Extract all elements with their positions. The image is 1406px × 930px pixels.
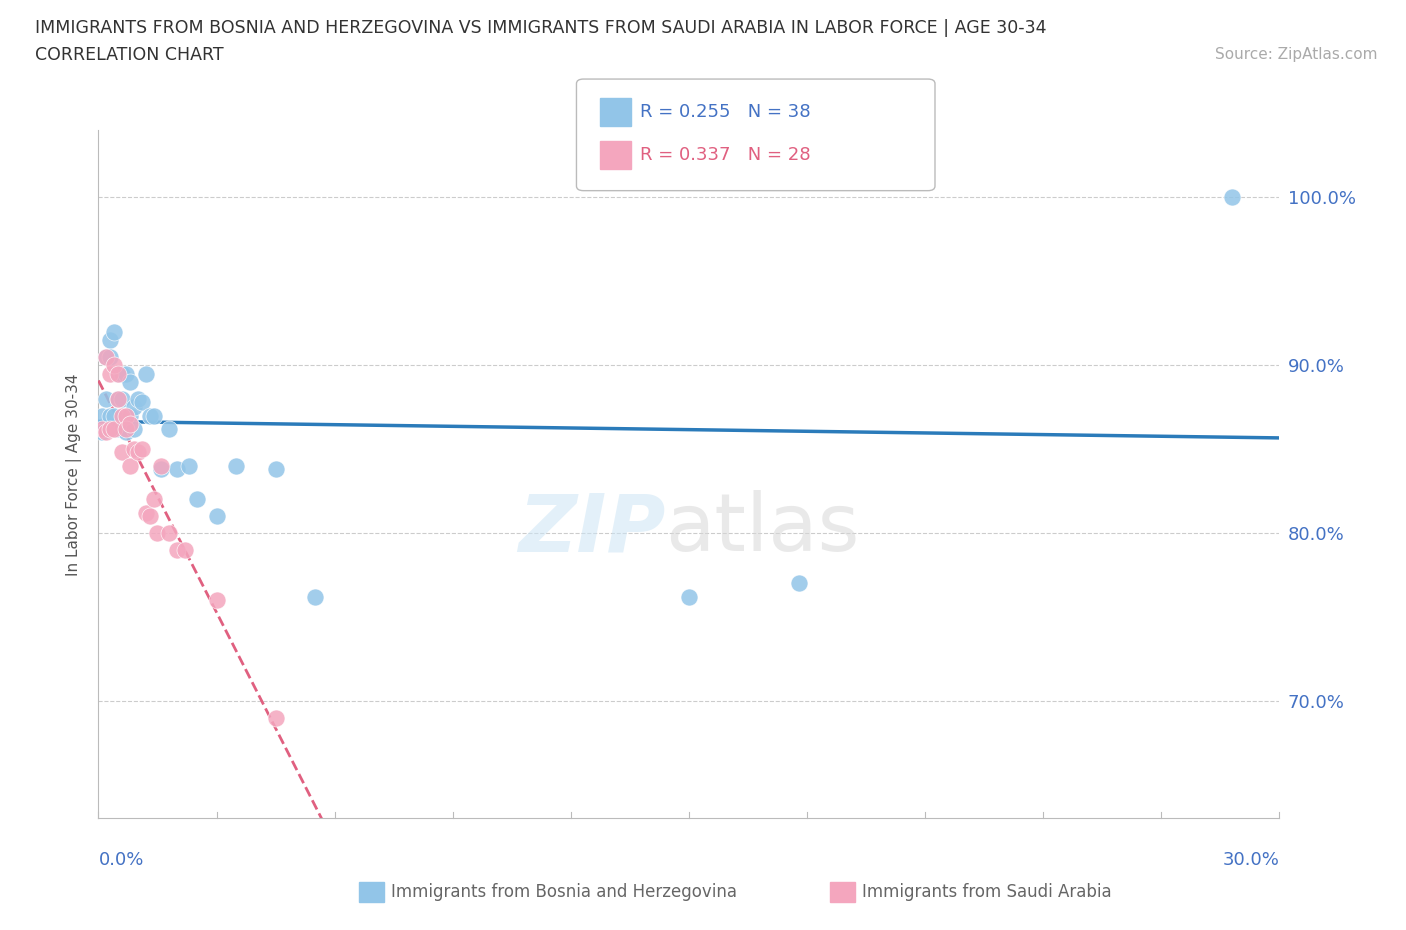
Point — [111, 392, 134, 406]
Point — [135, 506, 157, 521]
Point — [177, 458, 200, 473]
Point — [131, 442, 153, 457]
Point — [98, 366, 121, 381]
Point — [115, 421, 138, 436]
Point — [111, 421, 134, 436]
Point — [122, 421, 145, 436]
Point — [138, 509, 160, 524]
Point — [91, 421, 114, 436]
Text: R = 0.337   N = 28: R = 0.337 N = 28 — [640, 146, 810, 165]
Point — [111, 408, 134, 423]
Point — [304, 590, 326, 604]
Point — [138, 408, 160, 423]
Point — [127, 392, 149, 406]
Point — [150, 458, 173, 473]
Text: Immigrants from Saudi Arabia: Immigrants from Saudi Arabia — [862, 883, 1112, 901]
Point — [146, 525, 169, 540]
Point — [103, 358, 125, 373]
Point — [103, 421, 125, 436]
Point — [118, 458, 141, 473]
Point — [157, 525, 180, 540]
Point — [131, 394, 153, 409]
Point — [96, 350, 118, 365]
Text: 0.0%: 0.0% — [98, 851, 143, 869]
Point — [787, 576, 810, 591]
Point — [91, 408, 114, 423]
Text: R = 0.255   N = 38: R = 0.255 N = 38 — [640, 102, 810, 121]
Text: Source: ZipAtlas.com: Source: ZipAtlas.com — [1215, 46, 1378, 61]
Point — [186, 492, 208, 507]
Text: Immigrants from Bosnia and Herzegovina: Immigrants from Bosnia and Herzegovina — [391, 883, 737, 901]
Point — [678, 590, 700, 604]
Point — [127, 445, 149, 460]
Point — [157, 421, 180, 436]
Y-axis label: In Labor Force | Age 30-34: In Labor Force | Age 30-34 — [66, 373, 83, 576]
Point — [135, 366, 157, 381]
Point — [115, 408, 138, 423]
Point — [118, 375, 141, 390]
Point — [96, 425, 118, 440]
Point — [98, 421, 121, 436]
Point — [91, 425, 114, 440]
Point — [115, 425, 138, 440]
Point — [166, 542, 188, 557]
Point — [1220, 190, 1243, 205]
Point — [150, 462, 173, 477]
Point — [166, 462, 188, 477]
Point — [205, 592, 228, 607]
Point — [118, 408, 141, 423]
Point — [122, 442, 145, 457]
Text: 30.0%: 30.0% — [1223, 851, 1279, 869]
Point — [96, 392, 118, 406]
Point — [107, 366, 129, 381]
Text: IMMIGRANTS FROM BOSNIA AND HERZEGOVINA VS IMMIGRANTS FROM SAUDI ARABIA IN LABOR : IMMIGRANTS FROM BOSNIA AND HERZEGOVINA V… — [35, 19, 1046, 36]
Point — [98, 333, 121, 348]
Point — [225, 458, 247, 473]
Point — [264, 711, 287, 725]
Point — [96, 350, 118, 365]
Point — [103, 325, 125, 339]
Point — [111, 445, 134, 460]
Point — [174, 542, 197, 557]
Text: ZIP: ZIP — [517, 490, 665, 568]
Point — [98, 408, 121, 423]
Point — [264, 462, 287, 477]
Point — [118, 417, 141, 432]
Point — [107, 366, 129, 381]
Point — [111, 366, 134, 381]
Text: CORRELATION CHART: CORRELATION CHART — [35, 46, 224, 64]
Point — [122, 400, 145, 415]
Point — [142, 408, 165, 423]
Point — [103, 408, 125, 423]
Point — [107, 392, 129, 406]
Point — [98, 350, 121, 365]
Text: atlas: atlas — [665, 490, 859, 568]
Point — [107, 392, 129, 406]
Point — [107, 421, 129, 436]
Point — [115, 366, 138, 381]
Point — [205, 509, 228, 524]
Point — [142, 492, 165, 507]
